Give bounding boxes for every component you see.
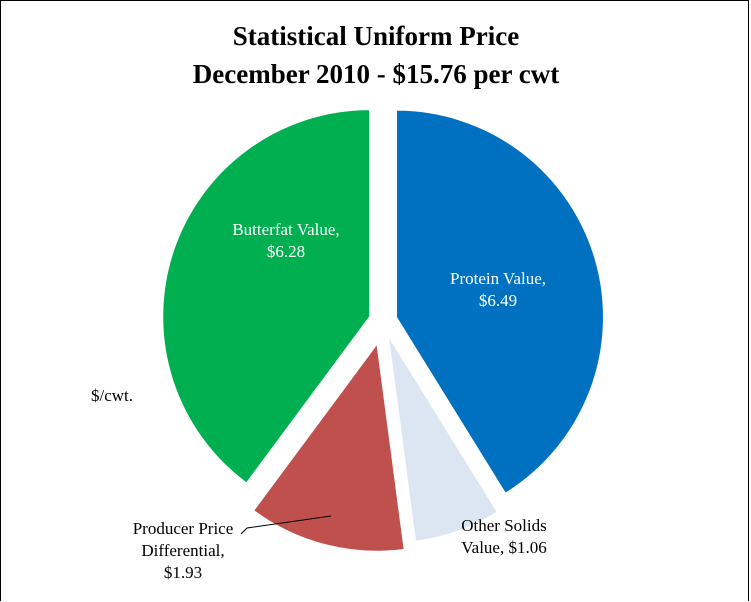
slice-label-line: Butterfat Value, — [232, 220, 339, 239]
slice-label-3: Butterfat Value, $6.28 — [232, 220, 339, 261]
slice-label-line: Protein Value, — [450, 269, 546, 288]
leader-line — [240, 515, 332, 535]
slice-label-2: Producer Price Differential, $1.93 — [133, 519, 234, 582]
unit-label: $/cwt. — [91, 386, 133, 405]
slice-label-line: $6.49 — [479, 291, 517, 310]
slice-label-line: Producer Price — [133, 519, 234, 538]
slice-label-line: $1.93 — [164, 563, 202, 582]
pie-slice-3 — [162, 109, 371, 484]
slice-label-0: Protein Value, $6.49 — [450, 269, 546, 310]
chart-title: Statistical Uniform Price — [233, 21, 519, 51]
slice-label-line: Value, $1.06 — [461, 538, 546, 557]
slice-label-line: Other Solids — [461, 516, 546, 535]
slice-label-1: Other Solids Value, $1.06 — [461, 516, 546, 557]
chart-subtitle: December 2010 - $15.76 per cwt — [193, 59, 559, 89]
pie-slice-2 — [253, 342, 405, 552]
slice-label-line: Differential, — [141, 541, 224, 560]
pie-slice-1 — [387, 335, 498, 542]
pie-slice-0 — [395, 109, 604, 494]
slice-label-line: $6.28 — [267, 242, 305, 261]
